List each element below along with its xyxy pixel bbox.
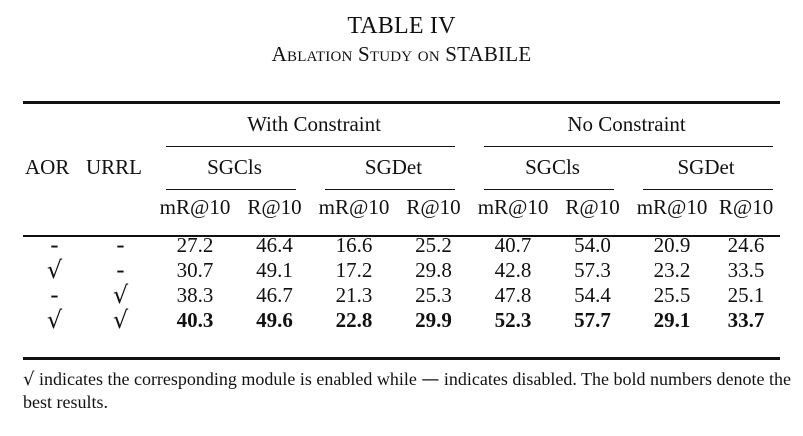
value-cell: 16.6 xyxy=(335,233,373,257)
value-cell: 40.3 xyxy=(176,307,214,332)
ablation-table: With Constraint No Constraint AOR URRL S… xyxy=(23,101,780,332)
metric-header: R@10 xyxy=(718,195,774,219)
header-with-constraint: With Constraint xyxy=(247,112,381,136)
aor-cell: √ xyxy=(46,305,63,334)
rule-with-sgdet xyxy=(325,189,455,190)
metric-header: mR@10 xyxy=(477,195,549,219)
dash-icon: — xyxy=(421,369,440,390)
value-cell: 25.5 xyxy=(653,282,691,307)
rule-with-constraint xyxy=(166,146,455,147)
table-row: - - 27.2 46.4 16.6 25.2 40.7 54.0 20.9 2… xyxy=(23,227,780,257)
aor-cell: - xyxy=(50,280,59,309)
value-cell: 29.1 xyxy=(653,307,691,332)
metric-header: mR@10 xyxy=(159,195,231,219)
value-cell: 46.4 xyxy=(256,233,293,257)
header-sub-row: AOR URRL SGCls SGDet SGCls SGDet xyxy=(23,147,780,187)
value-cell: 23.2 xyxy=(653,257,691,282)
footnote-text-b: indicates disabled. The bold numbers den… xyxy=(23,369,791,412)
rule-no-constraint xyxy=(484,146,773,147)
value-cell: 46.7 xyxy=(256,282,293,307)
value-cell: 47.8 xyxy=(494,282,532,307)
metric-header: R@10 xyxy=(247,195,302,219)
rule-with-sgcls xyxy=(166,189,296,190)
aor-cell: - xyxy=(50,231,59,259)
bottom-rule xyxy=(23,357,780,360)
aor-cell: √ xyxy=(46,255,63,284)
value-cell: 54.4 xyxy=(574,282,611,307)
table-title: Ablation Study on STABILE xyxy=(271,42,532,66)
header-aor: AOR xyxy=(25,155,70,179)
header-urrl: URRL xyxy=(86,155,143,179)
table-row: √ - 30.7 49.1 17.2 29.8 42.8 57.3 23.2 3… xyxy=(23,257,780,282)
header-with-sgdet: SGDet xyxy=(364,155,423,179)
footnote-text-a: indicates the corresponding module is en… xyxy=(38,369,417,389)
value-cell: 25.2 xyxy=(415,233,452,257)
table-footnote: √ indicates the corresponding module is … xyxy=(23,368,803,414)
value-cell: 29.8 xyxy=(415,257,452,282)
value-cell: 30.7 xyxy=(176,257,214,282)
value-cell: 52.3 xyxy=(494,307,532,332)
value-cell: 57.7 xyxy=(574,307,611,332)
metric-header: mR@10 xyxy=(318,195,390,219)
value-cell: 49.6 xyxy=(256,307,293,332)
urrl-cell: - xyxy=(116,231,125,259)
metric-header: R@10 xyxy=(406,195,461,219)
check-icon: √ xyxy=(23,369,35,390)
urrl-cell: √ xyxy=(112,280,129,309)
table-label: TABLE IV xyxy=(347,13,456,39)
metric-header: mR@10 xyxy=(636,195,708,219)
header-metric-row: mR@10 R@10 mR@10 R@10 mR@10 R@10 mR@10 R… xyxy=(23,187,780,227)
value-cell: 42.8 xyxy=(494,257,532,282)
value-cell: 38.3 xyxy=(176,282,214,307)
value-cell: 33.7 xyxy=(727,307,765,332)
header-with-sgcls: SGCls xyxy=(207,155,262,179)
header-no-sgdet: SGDet xyxy=(677,155,735,179)
value-cell: 22.8 xyxy=(335,307,373,332)
value-cell: 24.6 xyxy=(727,233,765,257)
value-cell: 33.5 xyxy=(727,257,765,282)
value-cell: 17.2 xyxy=(335,257,373,282)
value-cell: 21.3 xyxy=(335,282,373,307)
header-group-row: With Constraint No Constraint xyxy=(23,101,780,147)
urrl-cell: √ xyxy=(112,305,129,334)
header-no-sgcls: SGCls xyxy=(525,155,580,179)
table-row-best: √ √ 40.3 49.6 22.8 29.9 52.3 57.7 29.1 3… xyxy=(23,307,780,332)
metric-header: R@10 xyxy=(565,195,620,219)
header-no-constraint: No Constraint xyxy=(567,112,686,136)
value-cell: 25.1 xyxy=(727,282,765,307)
value-cell: 49.1 xyxy=(256,257,293,282)
value-cell: 54.0 xyxy=(574,233,611,257)
rule-no-sgdet xyxy=(643,189,773,190)
value-cell: 25.3 xyxy=(415,282,452,307)
value-cell: 29.9 xyxy=(415,307,452,332)
value-cell: 40.7 xyxy=(494,233,532,257)
table-row: - √ 38.3 46.7 21.3 25.3 47.8 54.4 25.5 2… xyxy=(23,282,780,307)
value-cell: 20.9 xyxy=(653,233,691,257)
value-cell: 57.3 xyxy=(574,257,611,282)
header-bottom-rule xyxy=(23,235,780,237)
value-cell: 27.2 xyxy=(176,233,214,257)
urrl-cell: - xyxy=(116,255,125,284)
top-rule xyxy=(23,101,780,104)
rule-no-sgcls xyxy=(484,189,614,190)
